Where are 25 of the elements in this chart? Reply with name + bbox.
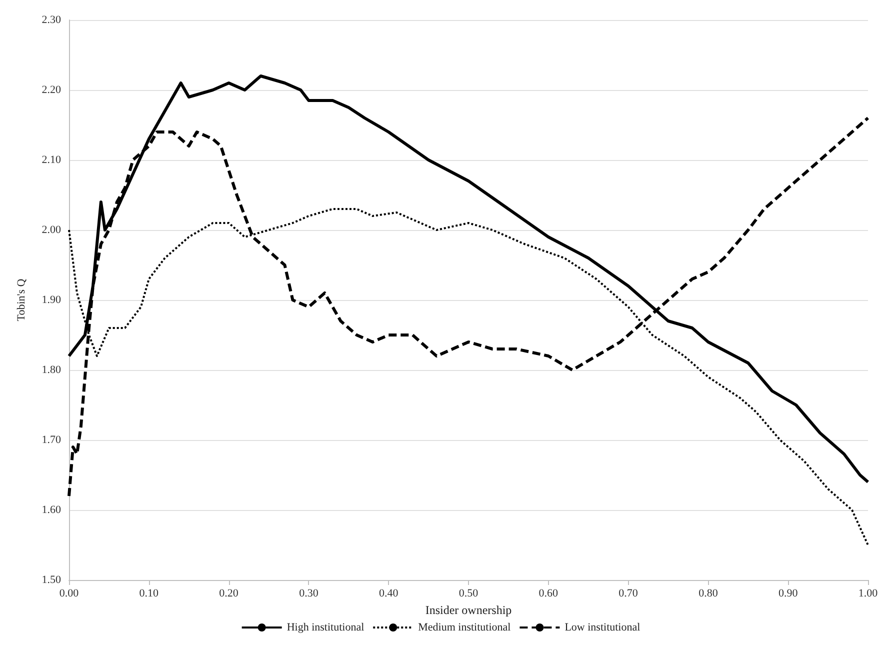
y-axis-title: Tobin's Q bbox=[16, 278, 28, 322]
legend-label: High institutional bbox=[286, 622, 364, 634]
y-tick-label: 1.90 bbox=[42, 294, 62, 306]
x-tick-label: 0.30 bbox=[299, 588, 319, 600]
x-tick-label: 0.10 bbox=[139, 588, 160, 600]
legend-label: Medium institutional bbox=[418, 622, 511, 634]
legend-label: Low institutional bbox=[564, 622, 640, 634]
y-tick-label: 1.60 bbox=[42, 504, 62, 516]
x-tick-label: 0.90 bbox=[778, 588, 798, 600]
y-tick-label: 1.70 bbox=[42, 434, 62, 446]
y-tick-label: 1.80 bbox=[42, 364, 62, 376]
x-axis-title: Insider ownership bbox=[425, 602, 512, 617]
x-tick-label: 0.50 bbox=[458, 588, 479, 600]
y-tick-label: 2.30 bbox=[42, 14, 62, 26]
x-tick-label: 1.00 bbox=[858, 588, 878, 600]
y-tick-label: 1.50 bbox=[42, 574, 62, 586]
y-tick-label: 2.00 bbox=[42, 224, 62, 236]
y-tick-label: 2.10 bbox=[42, 154, 62, 166]
x-tick-label: 0.70 bbox=[618, 588, 638, 600]
x-tick-label: 0.60 bbox=[538, 588, 559, 600]
x-tick-label: 0.40 bbox=[378, 588, 399, 600]
x-tick-label: 0.80 bbox=[698, 588, 718, 600]
x-tick-label: 0.00 bbox=[59, 588, 80, 600]
y-tick-label: 2.20 bbox=[42, 84, 62, 96]
x-tick-label: 0.20 bbox=[219, 588, 239, 600]
